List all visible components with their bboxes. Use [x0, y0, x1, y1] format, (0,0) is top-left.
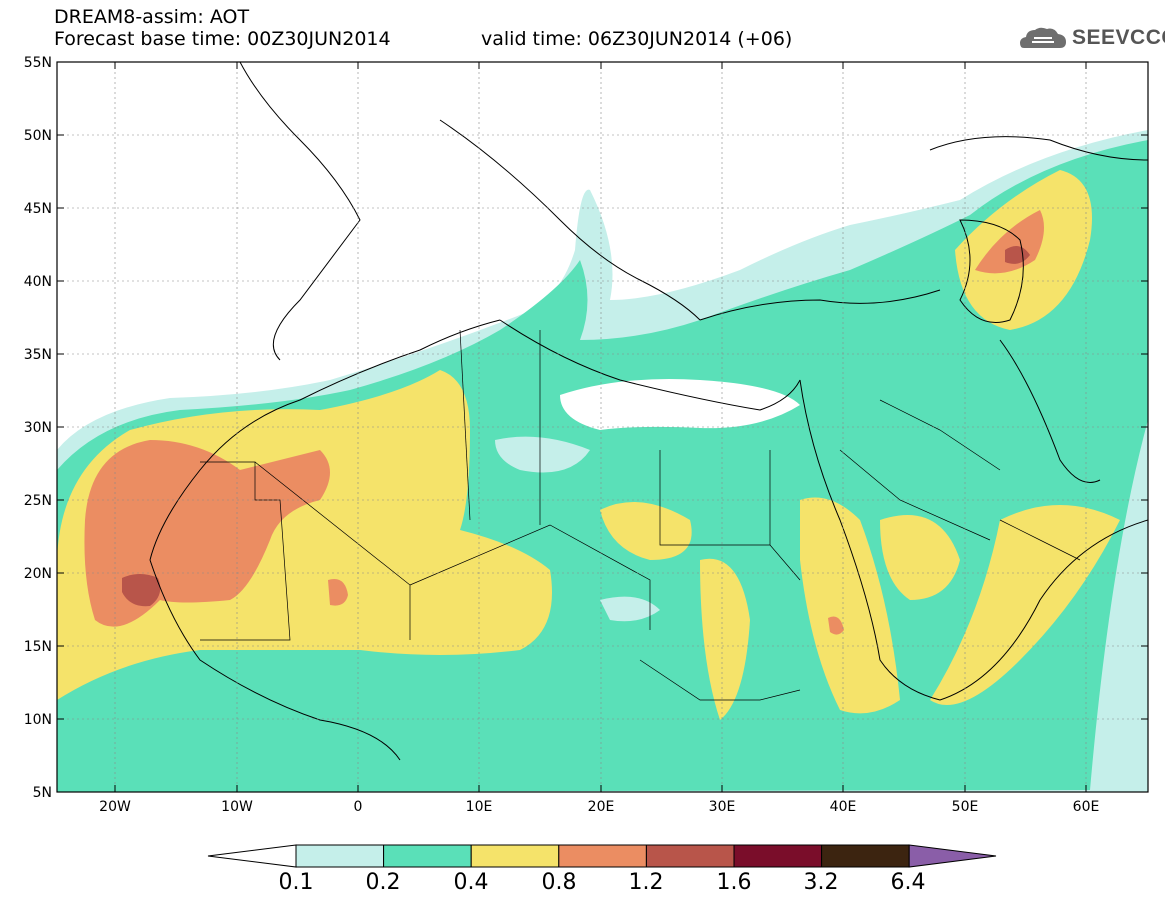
- field-clear-med: [560, 379, 800, 430]
- colorbar-label: 0.4: [453, 870, 489, 895]
- field-darkred-west: [122, 574, 161, 607]
- logo-text: SEEVCCC: [1072, 26, 1165, 49]
- lon-label: 10W: [221, 799, 253, 815]
- lat-label: 15N: [24, 639, 52, 655]
- colorbar-label: 1.6: [716, 870, 752, 895]
- lat-label: 35N: [24, 347, 52, 363]
- lat-label: 25N: [24, 493, 52, 509]
- colorbar-swatch: [645, 844, 735, 868]
- lon-label: 0: [354, 799, 363, 815]
- field-yellow-arabia: [880, 515, 960, 600]
- lat-label: 45N: [24, 201, 52, 217]
- field-clear-sahara: [495, 436, 590, 473]
- lon-label: 40E: [830, 799, 857, 815]
- colorbar-label: 0.8: [541, 870, 577, 895]
- colorbar: [207, 844, 997, 868]
- colorbar-label: 0.1: [278, 870, 314, 895]
- lon-label: 60E: [1073, 799, 1100, 815]
- cloud-icon: [1020, 27, 1066, 48]
- graticule: [57, 62, 1148, 792]
- colorbar-label: 1.2: [628, 870, 664, 895]
- colorbar-swatch: [558, 844, 647, 868]
- lon-label: 20E: [588, 799, 615, 815]
- lon-label: 10E: [466, 799, 493, 815]
- lat-label: 10N: [24, 712, 52, 728]
- lat-label: 20N: [24, 566, 52, 582]
- lon-label: 50E: [952, 799, 979, 815]
- colorbar-swatch: [383, 844, 472, 868]
- colorbar-label: 6.4: [890, 870, 926, 895]
- colorbar-max-arrow: [908, 844, 997, 868]
- latitude-labels: 55N 50N 45N 40N 35N 30N 25N 20N 15N 10N …: [24, 55, 52, 801]
- field-orange-eritrea: [828, 616, 844, 635]
- field-orange-mauritania: [328, 579, 348, 606]
- field-yellow-horn: [930, 505, 1120, 705]
- lon-label: 30E: [709, 799, 736, 815]
- model-title: DREAM8-assim: AOT: [54, 6, 250, 28]
- field-darkred-caspian: [1005, 246, 1030, 264]
- lon-label: 20W: [99, 799, 131, 815]
- lat-label: 5N: [33, 785, 52, 801]
- map-header: DREAM8-assim: AOT Forecast base time: 00…: [54, 6, 391, 50]
- field-clear-central: [600, 596, 660, 622]
- colorbar-label: 3.2: [803, 870, 839, 895]
- colorbar-swatch: [821, 844, 910, 868]
- colorbar-label: 0.2: [365, 870, 401, 895]
- lat-label: 50N: [24, 128, 52, 144]
- field-yellow-sahara-pocket: [600, 502, 692, 560]
- field-yellow-east: [800, 497, 900, 714]
- base-time: Forecast base time: 00Z30JUN2014: [54, 28, 391, 50]
- colorbar-swatch: [295, 844, 385, 868]
- coastlines: [149, 62, 1148, 761]
- lat-label: 30N: [24, 420, 52, 436]
- colorbar-swatch: [733, 844, 823, 868]
- field-yellow-sudan: [700, 558, 750, 720]
- colorbar-min-arrow: [207, 844, 297, 868]
- aot-fields: [57, 62, 1148, 792]
- colorbar-swatch: [470, 844, 560, 868]
- axis-ticks: [57, 61, 1148, 793]
- lat-label: 55N: [24, 55, 52, 71]
- lat-label: 40N: [24, 274, 52, 290]
- longitude-labels: 20W 10W 0 10E 20E 30E 40E 50E 60E: [99, 799, 1099, 815]
- valid-time: valid time: 06Z30JUN2014 (+06): [481, 28, 793, 50]
